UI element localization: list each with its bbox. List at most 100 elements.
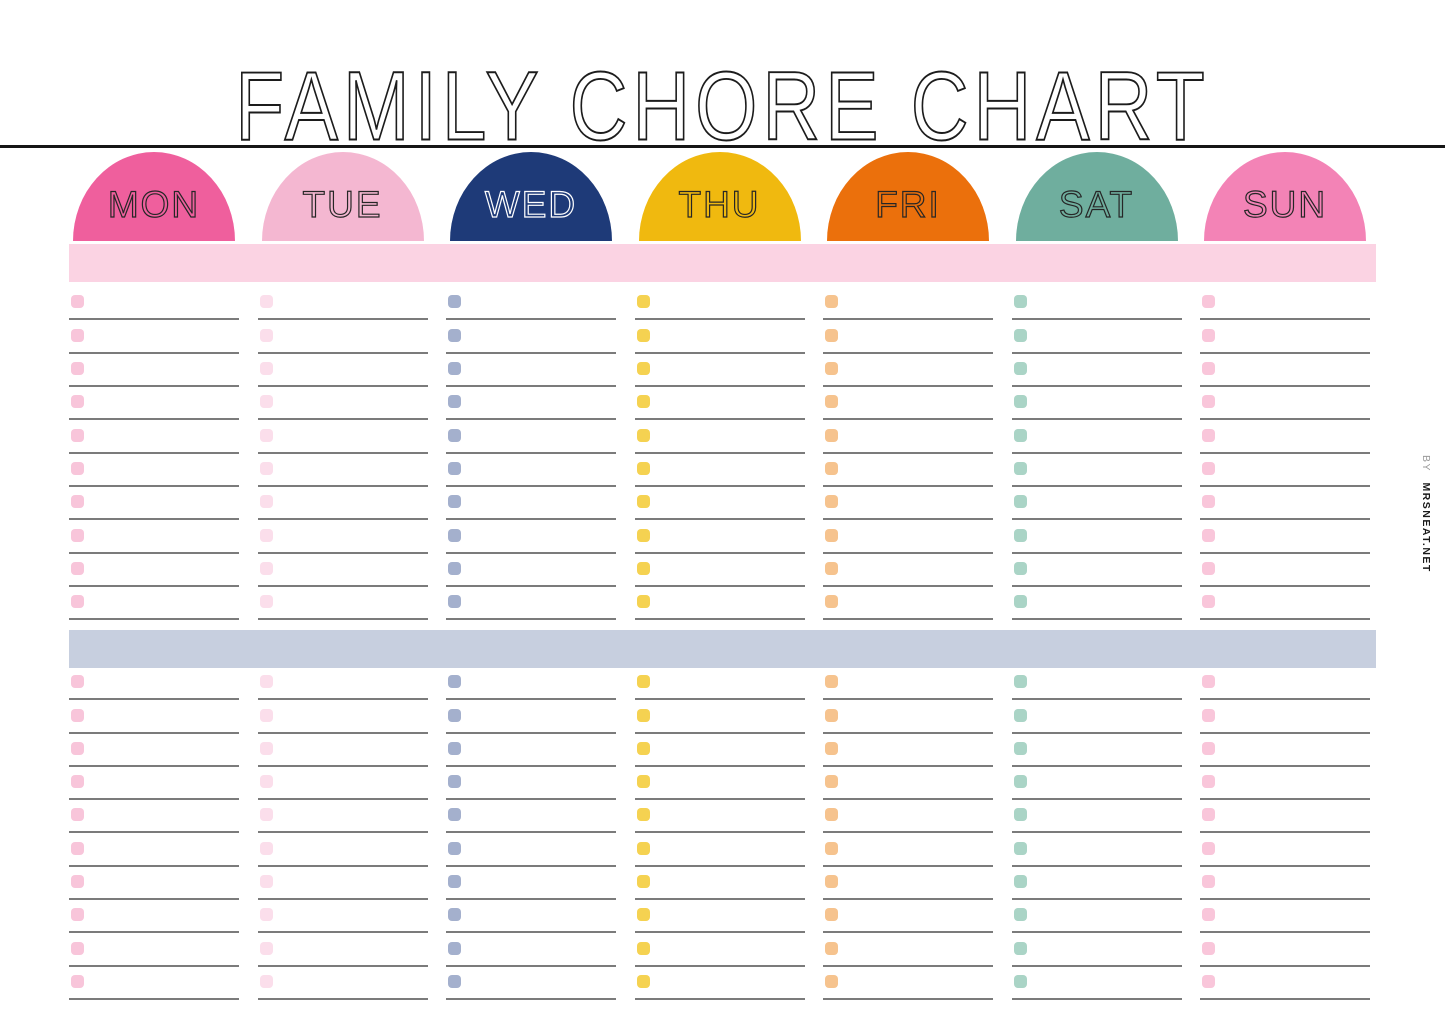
chore-checkbox-sun[interactable] [1202, 495, 1215, 509]
chore-line-fri[interactable] [823, 800, 993, 834]
chore-checkbox-sun[interactable] [1202, 295, 1215, 309]
chore-checkbox-fri[interactable] [825, 595, 838, 609]
chore-line-tue[interactable] [257, 454, 428, 488]
chore-checkbox-tue[interactable] [259, 562, 273, 576]
chore-line-fri[interactable] [823, 320, 993, 354]
chore-checkbox-sat[interactable] [1013, 908, 1027, 922]
chore-line-sun[interactable] [1200, 520, 1370, 554]
chore-line-fri[interactable] [823, 287, 993, 321]
chore-line-tue[interactable] [257, 520, 428, 554]
chore-checkbox-fri[interactable] [825, 974, 838, 988]
chore-checkbox-sat[interactable] [1013, 741, 1027, 755]
chore-checkbox-wed[interactable] [448, 875, 461, 889]
chore-line-sat[interactable] [1011, 287, 1182, 321]
chore-checkbox-tue[interactable] [259, 295, 273, 309]
chore-checkbox-tue[interactable] [259, 395, 273, 409]
chore-checkbox-sun[interactable] [1202, 462, 1215, 476]
chore-checkbox-mon[interactable] [71, 295, 84, 309]
chore-line-thu[interactable] [634, 287, 805, 321]
chore-checkbox-thu[interactable] [636, 295, 650, 309]
chore-line-sat[interactable] [1011, 734, 1182, 767]
chore-checkbox-sat[interactable] [1013, 462, 1027, 476]
chore-line-thu[interactable] [634, 700, 805, 734]
chore-checkbox-wed[interactable] [448, 295, 461, 309]
chore-line-thu[interactable] [634, 320, 805, 354]
chore-checkbox-thu[interactable] [636, 775, 650, 789]
chore-checkbox-sat[interactable] [1013, 941, 1027, 955]
chore-checkbox-wed[interactable] [448, 941, 461, 955]
chore-checkbox-sun[interactable] [1202, 428, 1215, 442]
chore-line-mon[interactable] [69, 800, 239, 834]
chore-checkbox-fri[interactable] [825, 295, 838, 309]
chore-checkbox-sun[interactable] [1202, 941, 1215, 955]
chore-checkbox-mon[interactable] [71, 395, 84, 409]
chore-line-fri[interactable] [823, 667, 993, 701]
chore-checkbox-wed[interactable] [448, 708, 461, 722]
chore-line-wed[interactable] [446, 487, 616, 521]
chore-line-fri[interactable] [823, 554, 993, 588]
chore-checkbox-sun[interactable] [1202, 974, 1215, 988]
chore-checkbox-wed[interactable] [448, 974, 461, 988]
chore-checkbox-fri[interactable] [825, 875, 838, 889]
chore-checkbox-thu[interactable] [636, 595, 650, 609]
chore-checkbox-fri[interactable] [825, 395, 838, 409]
chore-line-mon[interactable] [69, 387, 239, 421]
chore-line-mon[interactable] [69, 554, 239, 588]
chore-checkbox-tue[interactable] [259, 875, 273, 889]
chore-checkbox-sat[interactable] [1013, 362, 1027, 376]
chore-checkbox-wed[interactable] [448, 528, 461, 542]
chore-line-wed[interactable] [446, 967, 616, 1000]
chore-line-sun[interactable] [1200, 833, 1370, 867]
chore-checkbox-fri[interactable] [825, 775, 838, 789]
chore-checkbox-mon[interactable] [71, 562, 84, 576]
chore-line-wed[interactable] [446, 520, 616, 554]
chore-line-sat[interactable] [1011, 867, 1182, 901]
chore-line-wed[interactable] [446, 667, 616, 701]
chore-checkbox-tue[interactable] [259, 462, 273, 476]
chore-checkbox-sat[interactable] [1013, 395, 1027, 409]
chore-checkbox-tue[interactable] [259, 675, 273, 689]
chore-checkbox-fri[interactable] [825, 941, 838, 955]
chore-line-fri[interactable] [823, 487, 993, 521]
chore-line-mon[interactable] [69, 320, 239, 354]
chore-line-sat[interactable] [1011, 554, 1182, 588]
chore-line-sat[interactable] [1011, 933, 1182, 967]
chore-line-tue[interactable] [257, 320, 428, 354]
chore-checkbox-wed[interactable] [448, 841, 461, 855]
chore-line-sun[interactable] [1200, 454, 1370, 488]
chore-line-sat[interactable] [1011, 320, 1182, 354]
chore-line-sat[interactable] [1011, 700, 1182, 734]
chore-line-wed[interactable] [446, 800, 616, 834]
chore-line-fri[interactable] [823, 700, 993, 734]
chore-checkbox-thu[interactable] [636, 562, 650, 576]
chore-checkbox-thu[interactable] [636, 875, 650, 889]
chore-line-mon[interactable] [69, 734, 239, 767]
chore-line-sun[interactable] [1200, 387, 1370, 421]
chore-line-thu[interactable] [634, 587, 805, 621]
chore-line-wed[interactable] [446, 700, 616, 734]
chore-checkbox-sat[interactable] [1013, 675, 1027, 689]
chore-checkbox-sat[interactable] [1013, 875, 1027, 889]
chore-checkbox-mon[interactable] [71, 528, 84, 542]
chore-line-fri[interactable] [823, 867, 993, 901]
chore-checkbox-mon[interactable] [71, 462, 84, 476]
chore-checkbox-sun[interactable] [1202, 775, 1215, 789]
chore-line-wed[interactable] [446, 900, 616, 934]
chore-checkbox-thu[interactable] [636, 741, 650, 755]
chore-checkbox-sat[interactable] [1013, 495, 1027, 509]
chore-checkbox-fri[interactable] [825, 675, 838, 689]
chore-checkbox-wed[interactable] [448, 808, 461, 822]
chore-checkbox-tue[interactable] [259, 708, 273, 722]
chore-checkbox-wed[interactable] [448, 328, 461, 342]
chore-checkbox-mon[interactable] [71, 808, 84, 822]
chore-checkbox-thu[interactable] [636, 395, 650, 409]
chore-line-sun[interactable] [1200, 734, 1370, 767]
chore-line-tue[interactable] [257, 487, 428, 521]
chore-line-sun[interactable] [1200, 700, 1370, 734]
chore-checkbox-wed[interactable] [448, 908, 461, 922]
chore-line-fri[interactable] [823, 454, 993, 488]
chore-line-sat[interactable] [1011, 667, 1182, 701]
chore-checkbox-sat[interactable] [1013, 974, 1027, 988]
chore-checkbox-thu[interactable] [636, 808, 650, 822]
chore-line-mon[interactable] [69, 667, 239, 701]
